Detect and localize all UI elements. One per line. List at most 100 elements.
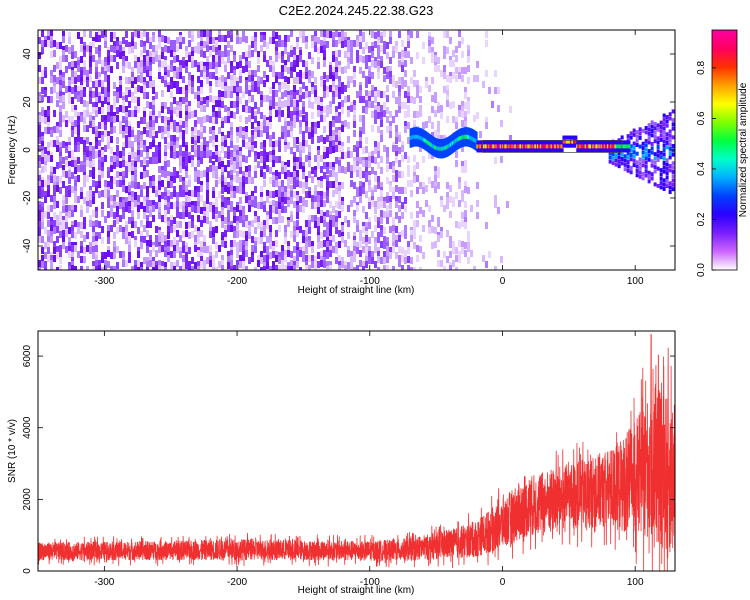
spectrogram-cell xyxy=(641,150,645,155)
spectrogram-cell xyxy=(248,150,251,157)
spectrogram-cell xyxy=(215,180,218,187)
spectrogram-cell xyxy=(341,146,344,153)
spectrogram-cell xyxy=(332,91,335,98)
spectrogram-cell xyxy=(239,147,242,154)
spectrogram-cell xyxy=(371,125,374,132)
spectrogram-cell xyxy=(398,187,401,194)
spectrogram-cell xyxy=(281,51,284,58)
spectrogram-cell xyxy=(644,173,648,178)
spectrogram-cell xyxy=(56,92,59,99)
spectrogram-cell xyxy=(665,158,669,163)
spectrogram-cell xyxy=(71,257,74,264)
spectrogram-cell xyxy=(104,130,107,137)
spectrogram-cell xyxy=(254,70,257,77)
spectrogram-cell xyxy=(131,197,134,204)
spectrogram-cell xyxy=(242,251,245,258)
spectrogram-cell xyxy=(638,135,642,140)
spectrogram-cell xyxy=(203,201,206,208)
spectrogram-cell xyxy=(632,141,636,146)
x-tick-label: 0 xyxy=(500,276,506,287)
spectrogram-cell xyxy=(251,70,254,77)
spectrogram-cell xyxy=(155,265,158,270)
spectrogram-cell xyxy=(359,42,362,49)
spectrogram-cell xyxy=(236,221,239,228)
spectrogram-cell xyxy=(290,172,293,179)
spectrogram-cell xyxy=(293,137,296,144)
spectrogram-cell xyxy=(164,116,167,123)
spectrogram-cell xyxy=(398,101,401,108)
spectrogram-cell xyxy=(668,168,672,173)
spectrogram-cell xyxy=(98,80,101,87)
spectrogram-cell xyxy=(74,205,77,212)
spectrogram-cell xyxy=(446,47,449,54)
spectrogram-cell xyxy=(167,221,170,228)
spectrogram-cell xyxy=(656,183,660,188)
spectrogram-cell xyxy=(284,65,287,72)
spectrogram-cell xyxy=(365,81,368,88)
spectrogram-cell xyxy=(257,237,260,244)
spectrogram-cell xyxy=(128,47,131,54)
y-tick-label: -20 xyxy=(22,190,33,205)
spectrogram-cell xyxy=(215,55,218,62)
spectrogram-cell xyxy=(413,80,416,87)
spectrogram-cell xyxy=(254,165,257,172)
spectrogram-cell xyxy=(407,247,410,254)
spectrogram-cell xyxy=(281,245,284,252)
spectrogram-cell xyxy=(227,72,230,79)
spectrogram-cell xyxy=(632,128,636,133)
spectrogram-cell xyxy=(77,32,80,39)
spectrogram-cell xyxy=(44,191,47,198)
spectrogram-cell xyxy=(449,185,452,192)
spectrogram-cell xyxy=(65,171,68,178)
spectrogram-cell xyxy=(260,91,263,98)
spectrogram-cell xyxy=(161,52,164,59)
spectrogram-cell xyxy=(134,161,137,168)
spectrogram-cell xyxy=(248,232,251,239)
spectrogram-cell xyxy=(221,82,224,89)
spectrogram-cell xyxy=(467,97,470,104)
spectrogram-cell xyxy=(215,151,218,158)
spectrogram-cell xyxy=(38,132,41,139)
spectrogram-cell xyxy=(221,157,224,164)
spectrogram-cell xyxy=(614,158,618,163)
spectrogram-cell xyxy=(338,141,341,148)
spectrogram-cell xyxy=(95,87,98,94)
spectrogram-cell xyxy=(308,265,311,270)
spectrogram-cell xyxy=(158,30,161,37)
spectrogram-cell xyxy=(296,137,299,144)
spectrogram-cell xyxy=(632,145,636,150)
spectrogram-cell xyxy=(281,56,284,63)
spectrogram-cell xyxy=(464,92,467,99)
spectrogram-cell xyxy=(191,31,194,38)
spectrogram-cell xyxy=(86,232,89,239)
spectrogram-cell xyxy=(209,127,212,134)
spectrogram-cell xyxy=(176,240,179,247)
spectrogram-cell xyxy=(416,255,419,262)
spectrogram-cell xyxy=(233,81,236,88)
spectrogram-cell xyxy=(398,160,401,167)
spectrogram-cell xyxy=(299,87,302,94)
spectrogram-cell xyxy=(161,180,164,187)
spectrogram-cell xyxy=(74,196,77,203)
spectrogram-cell xyxy=(68,227,71,234)
spectrogram-cell xyxy=(302,236,305,243)
spectrogram-cell xyxy=(233,191,236,198)
spectrogram-cell xyxy=(185,51,188,58)
spectrogram-cell xyxy=(53,126,56,133)
spectrogram-cell xyxy=(158,111,161,118)
spectrogram-cell xyxy=(200,261,203,268)
spectrogram-cell xyxy=(335,106,338,113)
spectrogram-cell xyxy=(209,46,212,53)
spectrogram-cell xyxy=(173,266,176,270)
spectrogram-cell xyxy=(383,67,386,74)
spectrogram-cell xyxy=(278,72,281,79)
spectrogram-cell xyxy=(119,105,122,112)
spectrogram-cell xyxy=(80,97,83,104)
spectrogram-cell xyxy=(92,116,95,123)
spectrogram-cell xyxy=(359,181,362,188)
spectrogram-cell xyxy=(101,252,104,259)
spectrogram-cell xyxy=(638,131,642,136)
spectrogram-cell xyxy=(368,217,371,224)
spectrogram-cell xyxy=(275,207,278,214)
